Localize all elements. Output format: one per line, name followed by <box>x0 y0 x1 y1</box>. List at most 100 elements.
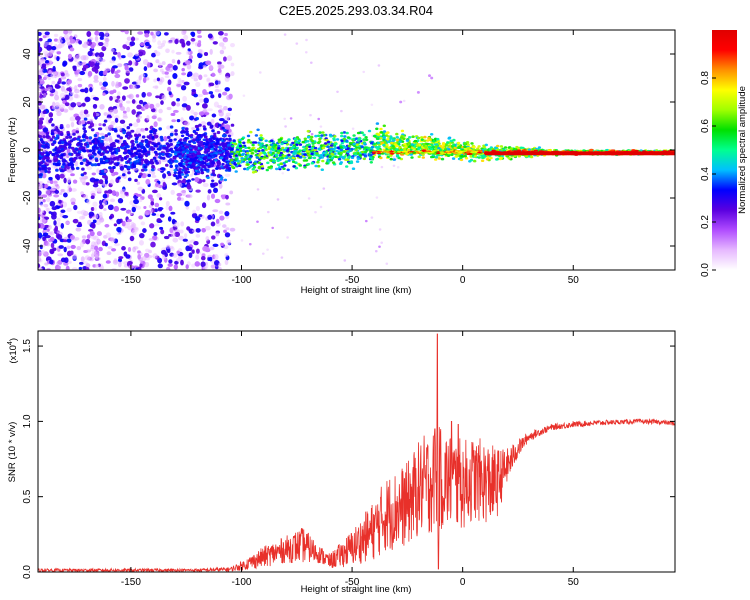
spectrogram-cell <box>277 144 281 148</box>
spectrogram-cell <box>131 109 136 115</box>
spectrogram-cell <box>362 138 366 141</box>
spectrogram-cell <box>141 91 146 98</box>
spectrogram-cell <box>195 205 200 212</box>
spectrogram-cell <box>198 214 203 218</box>
spectrogram-cell <box>66 207 72 213</box>
spectrogram-cell <box>183 81 190 86</box>
spectrogram-cell <box>225 202 231 206</box>
spectrogram-cell <box>61 158 67 163</box>
spectrogram-cell <box>176 250 180 255</box>
spectrogram-cell <box>297 139 302 143</box>
spectrogram-cell <box>45 131 50 136</box>
spectrogram-cell <box>278 157 282 161</box>
spectrogram-cell <box>56 217 61 222</box>
spectrogram-cell <box>178 155 182 158</box>
spectrogram-cell <box>153 128 158 133</box>
spectrogram-cell <box>98 51 105 58</box>
spectrogram-cell <box>159 144 163 148</box>
spectrogram-cell <box>176 257 182 262</box>
spectrogram-cell <box>318 137 322 141</box>
spectrogram-cell <box>121 95 126 101</box>
spectrogram-cell <box>240 157 244 160</box>
spectrogram-cell <box>185 130 189 133</box>
spectrogram-cell <box>452 138 456 142</box>
spectrogram-cell <box>193 240 199 246</box>
spectrogram-cell <box>195 254 200 260</box>
spectrogram-cell <box>201 202 207 209</box>
spectrogram-cell <box>82 123 86 127</box>
spectrogram-cell <box>74 73 79 78</box>
spectrogram-cell <box>39 78 44 82</box>
spectrogram-cell <box>158 127 162 131</box>
spectrogram-cell <box>160 138 164 142</box>
spectrogram-cell <box>203 166 207 169</box>
spectrogram-cell <box>255 156 259 159</box>
spectrogram-cell <box>80 191 84 196</box>
spectrogram-cell <box>319 205 323 209</box>
spectrogram-cell <box>75 227 82 232</box>
spectrogram-cell <box>191 249 195 254</box>
spectrogram-cell <box>196 166 201 169</box>
spectrogram-cell <box>108 124 114 128</box>
spectrogram-cell <box>38 173 43 177</box>
spectrogram-cell <box>454 155 458 158</box>
spectrogram-cell <box>328 133 333 137</box>
spectrogram-cell <box>134 140 139 144</box>
spectrogram-cell <box>244 146 248 149</box>
spectrogram-cell <box>275 167 279 171</box>
spectrogram-cell <box>280 142 284 146</box>
spectrogram-cell <box>93 137 97 142</box>
spectrogram-cell <box>392 164 396 167</box>
spectrogram-cell <box>49 93 54 97</box>
spectrogram-cell <box>254 170 258 173</box>
spectrogram-cell <box>358 154 363 157</box>
spectrogram-cell <box>195 233 201 238</box>
spectrogram-cell <box>380 165 384 169</box>
spectrogram-cell <box>182 106 186 111</box>
spectrogram-cell <box>291 160 296 163</box>
spectrogram-cell <box>203 156 207 159</box>
spectrogram-cell <box>209 124 214 128</box>
spectrogram-cell <box>208 91 214 95</box>
spectrogram-cell <box>167 86 172 92</box>
spectrogram-cell <box>211 129 215 133</box>
spectrogram-cell <box>303 153 307 156</box>
spectrogram-cell <box>112 144 116 148</box>
spectrogram-cell <box>108 135 113 141</box>
spectrogram-cell <box>210 147 214 151</box>
spectrogram-cell <box>386 155 391 159</box>
spectrogram-cell <box>242 141 246 145</box>
spectrogram-cell <box>58 42 65 48</box>
spectrogram-cell <box>218 42 225 47</box>
spectrogram-cell <box>204 145 208 148</box>
spectrogram-cell <box>154 223 160 227</box>
spectrogram-cell <box>284 160 288 163</box>
spectrogram-cell <box>69 116 76 122</box>
spectrogram-cell <box>386 135 391 138</box>
spectrogram-cell <box>186 184 192 190</box>
spectrogram-cell <box>168 139 172 143</box>
spectrogram-cell <box>367 129 372 133</box>
spectrogram-cell <box>305 144 310 147</box>
spectrogram-cell <box>104 70 108 75</box>
spectrogram-cell <box>343 259 347 262</box>
spectrogram-cell <box>124 225 129 229</box>
spectrogram-cell <box>152 253 158 259</box>
spectrogram-cell <box>109 157 113 161</box>
spectrogram-cell <box>76 61 81 68</box>
spectrogram-cell <box>120 143 125 147</box>
spectrogram-cell <box>122 124 127 128</box>
spectrogram-cell <box>81 215 86 220</box>
spectrogram-cell <box>298 152 302 156</box>
spectrogram-cell <box>463 145 467 149</box>
spectrogram-cell <box>122 173 126 177</box>
spectrogram-cell <box>134 156 138 160</box>
spectrogram-cell <box>172 65 178 71</box>
spectrogram-cell <box>73 137 77 141</box>
spectrogram-cell <box>266 248 269 251</box>
spectrogram-cell <box>181 72 187 76</box>
spectrogram-cell <box>159 226 164 230</box>
spectrogram-cell <box>242 149 246 152</box>
spectrogram-cell <box>181 126 185 130</box>
spectrogram-cell <box>138 232 145 239</box>
